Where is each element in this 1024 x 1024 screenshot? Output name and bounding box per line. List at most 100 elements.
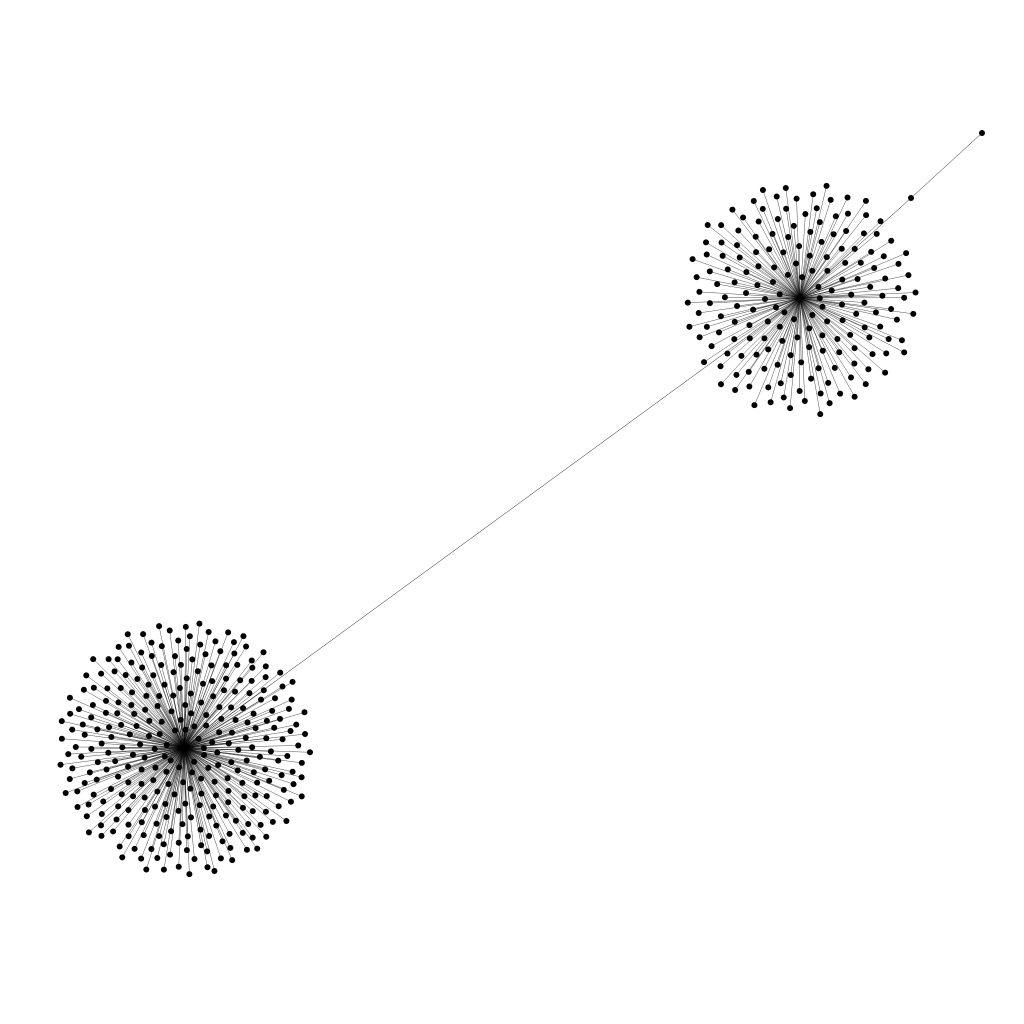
cluster-a-leaf-node (187, 690, 194, 697)
cluster-a-leaf-node (263, 833, 270, 840)
cluster-a-leaf-node (227, 844, 234, 851)
cluster-a-leaf-node (201, 751, 208, 758)
cluster-a-leaf-node (242, 734, 249, 741)
cluster-a-edge (183, 747, 293, 772)
cluster-b-edge (799, 297, 892, 310)
cluster-a-leaf-node (67, 710, 74, 717)
cluster-a-leaf-node (223, 675, 230, 682)
cluster-a-leaf-node (249, 808, 256, 815)
cluster-b-leaf-node (794, 334, 801, 341)
cluster-b-leaf-node (851, 360, 858, 367)
cluster-b-leaf-node (769, 230, 776, 237)
cluster-a-leaf-node (262, 766, 269, 773)
cluster-b-leaf-node (764, 318, 771, 325)
cluster-b-leaf-node (819, 303, 826, 310)
cluster-a-edge (107, 688, 185, 749)
cluster-a-leaf-node (88, 714, 95, 721)
cluster-b-edge (768, 249, 801, 299)
cluster-a-edge (128, 747, 185, 811)
cluster-a-leaf-node (148, 639, 155, 646)
cluster-a-edge (183, 671, 198, 749)
cluster-b-edge (739, 257, 801, 299)
cluster-a-leaf-node (198, 842, 205, 849)
cluster-a-edge (180, 664, 185, 749)
cluster-a-leaf-node (156, 692, 163, 699)
cluster-b-leaf-node (759, 205, 766, 212)
cluster-a-edge (183, 747, 210, 837)
cluster-a-leaf-node (118, 791, 125, 798)
cluster-a-leaf-node (249, 834, 256, 841)
cluster-a-leaf-node (278, 772, 285, 779)
cluster-a-leaf-node (199, 680, 206, 687)
cluster-a-leaf-node (160, 866, 167, 873)
cluster-a-leaf-node (83, 813, 90, 820)
cluster-a-edge (131, 704, 185, 749)
cluster-b-leaf-node (718, 239, 725, 246)
cluster-b-edge (734, 297, 801, 323)
cluster-b-edge (738, 230, 801, 299)
cluster-b-leaf-node (866, 334, 873, 341)
cluster-b-edge (799, 297, 869, 370)
cluster-a-leaf-node (210, 693, 217, 700)
cluster-b-leaf-node (721, 294, 728, 301)
cluster-a-leaf-node (210, 803, 217, 810)
cluster-b-edge (698, 297, 801, 314)
cluster-a-leaf-node (111, 668, 118, 675)
cluster-b-leaf-node (877, 323, 884, 330)
cluster-b-edge (799, 233, 865, 299)
edges-layer (60, 132, 983, 875)
cluster-b-edge (799, 297, 902, 341)
cluster-a-leaf-node (138, 855, 145, 862)
cluster-b-edge (703, 297, 801, 363)
cluster-a-leaf-node (219, 838, 226, 845)
cluster-a-edge (183, 712, 305, 749)
cluster-a-leaf-node (74, 788, 81, 795)
cluster-b-leaf-node (836, 349, 843, 356)
cluster-b-leaf-node (817, 390, 824, 397)
cluster-b-edge (727, 297, 801, 354)
cluster-b-leaf-node (806, 252, 813, 259)
cluster-a-leaf-node (137, 741, 144, 748)
nodes-layer (57, 130, 985, 878)
cluster-a-leaf-node (267, 748, 274, 755)
cluster-a-edge (183, 747, 266, 770)
cluster-b-leaf-node (779, 337, 786, 344)
cluster-a-leaf-node (168, 828, 175, 835)
cluster-a-leaf-node (131, 845, 138, 852)
cluster-a-leaf-node (289, 678, 296, 685)
cluster-a-edge (183, 730, 291, 749)
cluster-a-leaf-node (154, 855, 161, 862)
cluster-b-leaf-node (830, 231, 837, 238)
cluster-b-leaf-node (832, 213, 839, 220)
cluster-b-leaf-node (815, 283, 822, 290)
cluster-a-leaf-node (118, 721, 125, 728)
cluster-a-leaf-node (237, 677, 244, 684)
cluster-a-leaf-node (285, 705, 292, 712)
chain-edge (910, 132, 983, 199)
cluster-a-leaf-node (262, 808, 269, 815)
cluster-a-leaf-node (306, 749, 313, 756)
cluster-a-leaf-node (57, 761, 64, 768)
cluster-a-leaf-node (216, 704, 223, 711)
cluster-a-leaf-node (186, 871, 193, 878)
cluster-a-leaf-node (182, 726, 189, 733)
cluster-a-leaf-node (168, 708, 175, 715)
cluster-b-leaf-node (796, 387, 803, 394)
cluster-a-leaf-node (241, 793, 248, 800)
cluster-a-leaf-node (293, 721, 300, 728)
cluster-a-leaf-node (145, 681, 152, 688)
cluster-a-edge (183, 747, 229, 803)
cluster-b-edge (799, 297, 830, 404)
cluster-a-leaf-node (119, 744, 126, 751)
cluster-b-leaf-node (824, 318, 831, 325)
cluster-a-leaf-node (134, 676, 141, 683)
cluster-a-edge (78, 708, 185, 749)
cluster-a-edge (183, 642, 235, 749)
cluster-b-edge (718, 297, 801, 333)
cluster-a-leaf-node (145, 733, 152, 740)
cluster-a-leaf-node (114, 710, 121, 717)
cluster-b-leaf-node (776, 323, 783, 330)
cluster-a-leaf-node (98, 832, 105, 839)
cluster-a-leaf-node (158, 643, 165, 650)
cluster-b-leaf-node (717, 313, 724, 320)
